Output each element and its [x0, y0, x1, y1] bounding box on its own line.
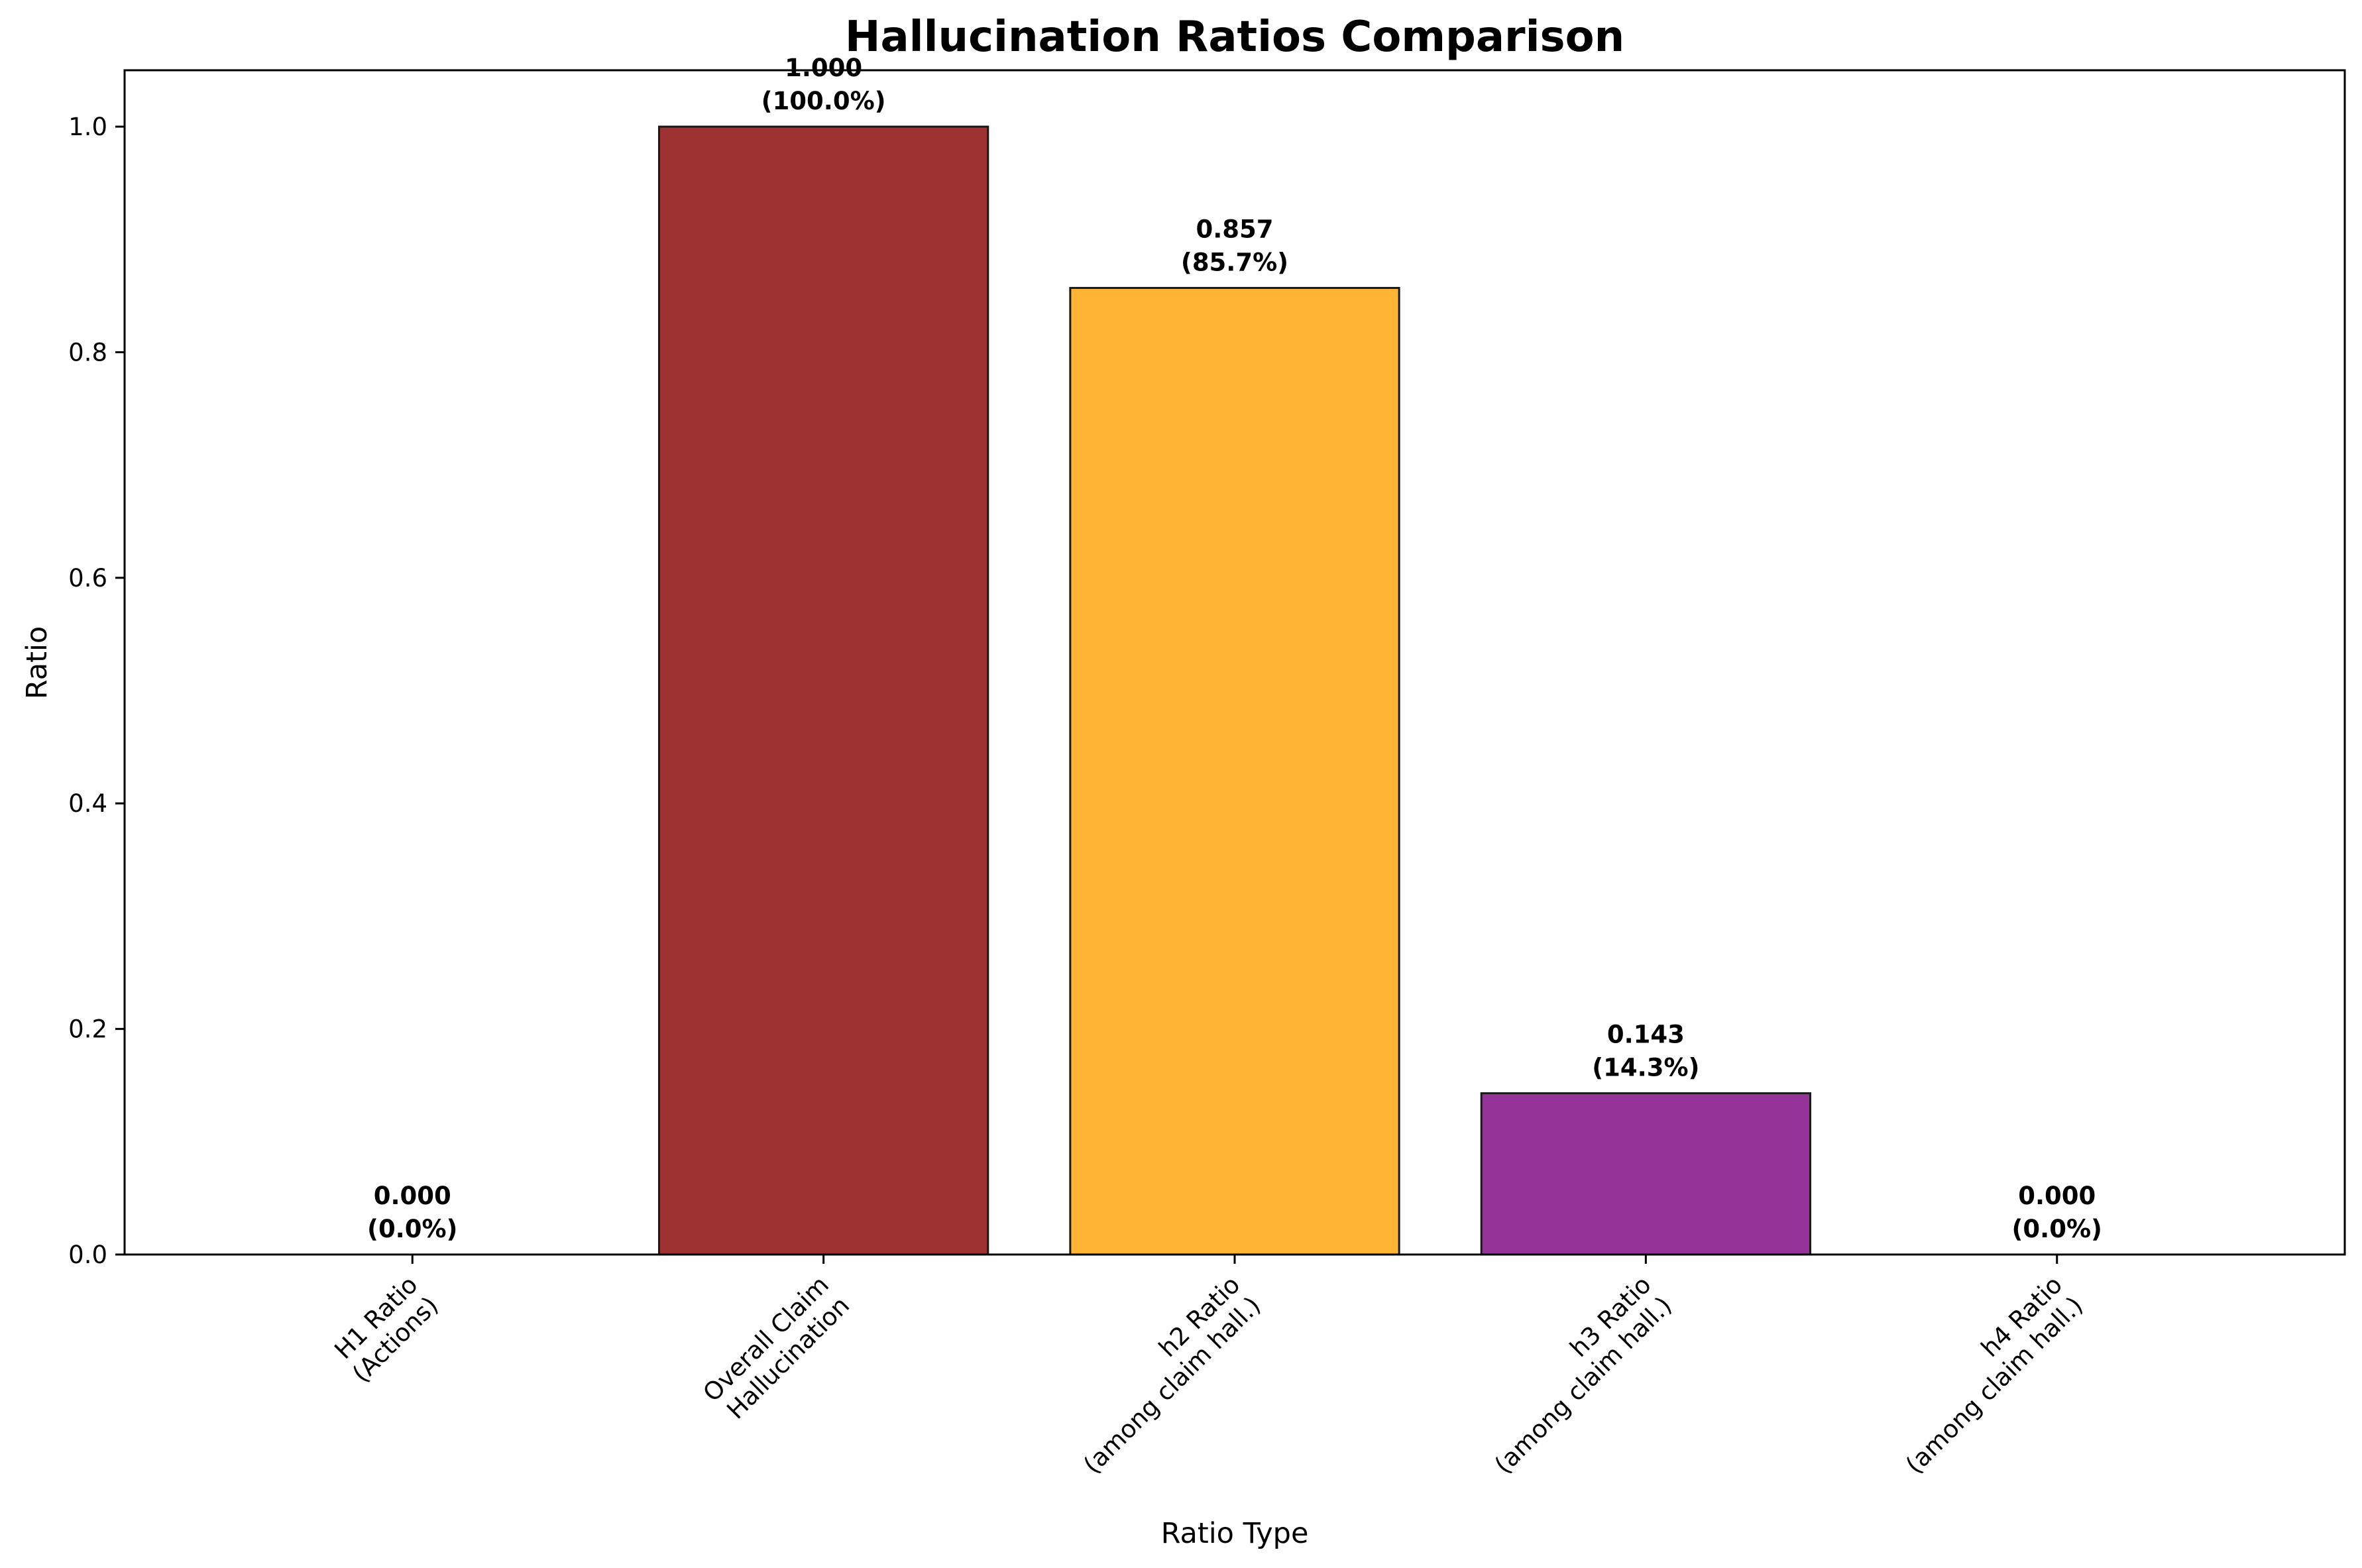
bar-percent-label-3: (14.3%) [1592, 1054, 1699, 1082]
bar-1 [657, 125, 989, 1256]
bar-2 [1069, 286, 1400, 1256]
bar-percent-label-4: (0.0%) [2012, 1215, 2102, 1243]
bar-percent-label-0: (0.0%) [367, 1215, 457, 1243]
chart-title: Hallucination Ratios Comparison [845, 13, 1624, 62]
y-tick-label-1: 0.2 [68, 1015, 107, 1044]
y-axis-label: Ratio [21, 626, 54, 699]
y-tick-label-5: 1.0 [68, 113, 107, 141]
bar-value-label-4: 0.000 [2018, 1182, 2096, 1210]
y-axis: 0.0 0.2 0.4 0.6 0.8 1.0 [68, 113, 125, 1269]
y-tick-label-2: 0.4 [68, 789, 107, 818]
bar-value-label-2: 0.857 [1196, 215, 1273, 243]
bar-percent-label-1: (100.0%) [761, 87, 886, 115]
y-tick-label-3: 0.6 [68, 564, 107, 592]
y-tick-label-4: 0.8 [68, 338, 107, 366]
bar-3 [1480, 1092, 1812, 1256]
y-tick-label-0: 0.0 [68, 1241, 107, 1269]
bar-value-label-1: 1.000 [785, 54, 862, 82]
bar-value-label-0: 0.000 [374, 1182, 451, 1210]
x-axis-label: Ratio Type [1161, 1517, 1309, 1550]
data-labels-group: 0.000 (0.0%) 1.000 (100.0%) 0.857 (85.7%) 0.14… [367, 54, 2102, 1243]
bar-value-label-3: 0.143 [1607, 1021, 1685, 1049]
bar-percent-label-2: (85.7%) [1181, 248, 1288, 276]
bars-group [247, 125, 2223, 1256]
